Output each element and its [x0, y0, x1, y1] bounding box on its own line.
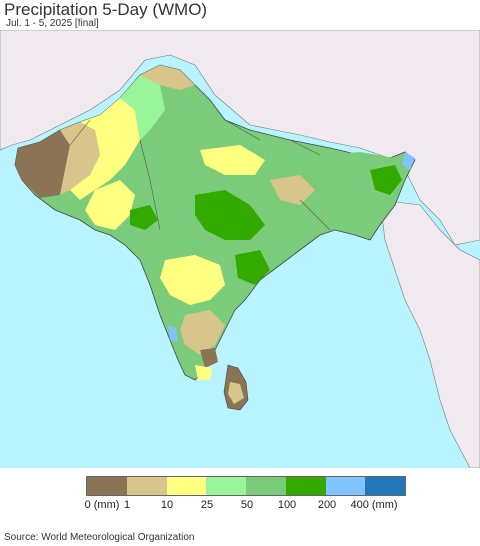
legend-tick-label: 0 (mm) [84, 499, 120, 511]
dark-green-east [235, 250, 270, 285]
legend-bar [86, 476, 406, 496]
blue-southwest [168, 325, 178, 342]
legend-swatch-2 [166, 477, 207, 495]
precipitation-map [0, 30, 480, 468]
legend-swatch-7 [365, 477, 405, 495]
tan-central [270, 175, 315, 205]
legend-tick-label: 50 [240, 499, 254, 511]
legend-tick-label: 400 (mm) [350, 499, 398, 511]
legend-swatch-5 [285, 477, 326, 495]
green-northeast [320, 152, 405, 210]
legend-swatch-0 [87, 477, 127, 495]
yellow-deccan [160, 255, 225, 305]
pakistan-tan [60, 122, 100, 195]
blue-northeast [402, 152, 415, 170]
legend-tick-label: 200 [317, 499, 337, 511]
dark-green-central [195, 190, 265, 240]
source-credit: Source: World Meteorological Organizatio… [4, 532, 195, 543]
brown-south [200, 348, 218, 368]
legend-swatch-6 [325, 477, 366, 495]
dark-green-northeast [370, 165, 402, 195]
legend-tick-label: 25 [200, 499, 214, 511]
dark-green-west [130, 205, 158, 230]
legend-tick-label: 10 [160, 499, 174, 511]
green-punjab [120, 75, 165, 140]
legend-tick-label: 100 [277, 499, 297, 511]
tan-south [180, 310, 225, 355]
legend-swatch-3 [206, 477, 246, 495]
border-lines [69, 119, 331, 231]
tan-kashmir [140, 65, 195, 90]
pakistan-west-dry [15, 130, 70, 198]
outside-land-east [379, 199, 480, 468]
legend-swatch-4 [246, 477, 286, 495]
map-subtitle: Jul. 1 - 5, 2025 [final] [6, 18, 99, 29]
outside-land-north [0, 30, 480, 246]
yellow-central-north [200, 145, 265, 175]
sri-lanka-light [228, 382, 244, 404]
yellow-gujarat [85, 180, 135, 230]
yellow-south-tip [195, 365, 212, 380]
legend-ticks: 0 (mm) 1 10 25 50 100 200 400 (mm) [0, 499, 480, 513]
legend-swatch-1 [126, 477, 167, 495]
legend-tick-label: 1 [123, 499, 131, 511]
map-title: Precipitation 5-Day (WMO) [4, 0, 208, 19]
